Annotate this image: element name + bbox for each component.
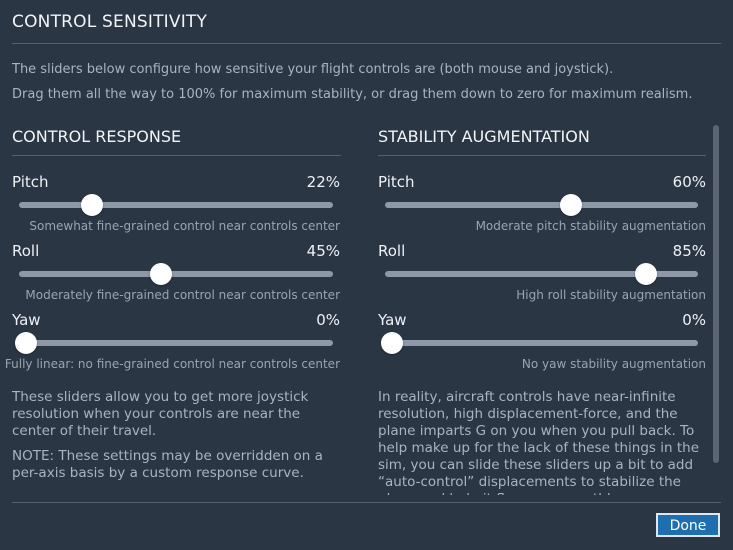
title-divider	[12, 43, 721, 44]
control-response-roll-value: 45%	[306, 242, 340, 260]
stability-pitch-hint: Moderate pitch stability augmentation	[475, 219, 706, 233]
control-response-roll-label: Roll	[12, 242, 40, 260]
stability-augmentation-divider	[378, 155, 706, 156]
control-response-paragraph-2: NOTE: These settings may be overridden o…	[12, 448, 323, 481]
control-response-roll-hint: Moderately fine-grained control near con…	[25, 288, 340, 302]
stability-pitch-slider-track[interactable]	[385, 202, 698, 208]
stability-yaw-slider-handle[interactable]	[381, 332, 403, 354]
control-response-divider	[12, 155, 341, 156]
stability-pitch-value: 60%	[672, 173, 706, 191]
control-response-yaw-hint: Fully linear: no fine-grained control ne…	[4, 357, 340, 371]
control-response-pitch-value: 22%	[306, 173, 340, 191]
control-response-roll-slider-track[interactable]	[19, 271, 333, 277]
control-response-yaw-slider-handle[interactable]	[15, 332, 37, 354]
stability-roll-hint: High roll stability augmentation	[516, 288, 706, 302]
control-response-roll-slider-handle[interactable]	[150, 263, 172, 285]
footer-divider	[12, 502, 721, 503]
stability-roll-label: Roll	[378, 242, 406, 260]
stability-yaw-slider-track[interactable]	[385, 340, 698, 346]
control-response-yaw-slider-track[interactable]	[19, 340, 333, 346]
description-line-1: The sliders below configure how sensitiv…	[12, 62, 614, 77]
control-response-paragraph-1: These sliders allow you to get more joys…	[12, 389, 309, 439]
scrollbar[interactable]	[713, 125, 719, 463]
stability-roll-slider-track[interactable]	[385, 271, 698, 277]
control-response-pitch-slider-handle[interactable]	[81, 194, 103, 216]
stability-roll-slider-handle[interactable]	[635, 263, 658, 285]
stability-paragraph-clip: In reality, aircraft controls have near-…	[378, 389, 708, 495]
control-response-title: CONTROL RESPONSE	[12, 127, 182, 146]
stability-pitch-label: Pitch	[378, 173, 415, 191]
stability-yaw-label: Yaw	[378, 311, 407, 329]
control-response-pitch-hint: Somewhat fine-grained control near contr…	[29, 219, 340, 233]
stability-yaw-hint: No yaw stability augmentation	[521, 357, 706, 371]
stability-augmentation-title: STABILITY AUGMENTATION	[378, 127, 590, 146]
control-response-yaw-label: Yaw	[12, 311, 41, 329]
stability-augmentation-paragraph: In reality, aircraft controls have near-…	[378, 389, 699, 495]
control-response-pitch-label: Pitch	[12, 173, 49, 191]
stability-yaw-value: 0%	[682, 311, 706, 329]
stability-roll-value: 85%	[672, 242, 706, 260]
description-line-2: Drag them all the way to 100% for maximu…	[12, 87, 693, 102]
done-button[interactable]: Done	[656, 513, 720, 537]
stability-pitch-slider-handle[interactable]	[560, 194, 583, 216]
control-response-pitch-slider-track[interactable]	[19, 202, 333, 208]
control-response-yaw-value: 0%	[316, 311, 340, 329]
page-title: CONTROL SENSITIVITY	[12, 12, 208, 32]
